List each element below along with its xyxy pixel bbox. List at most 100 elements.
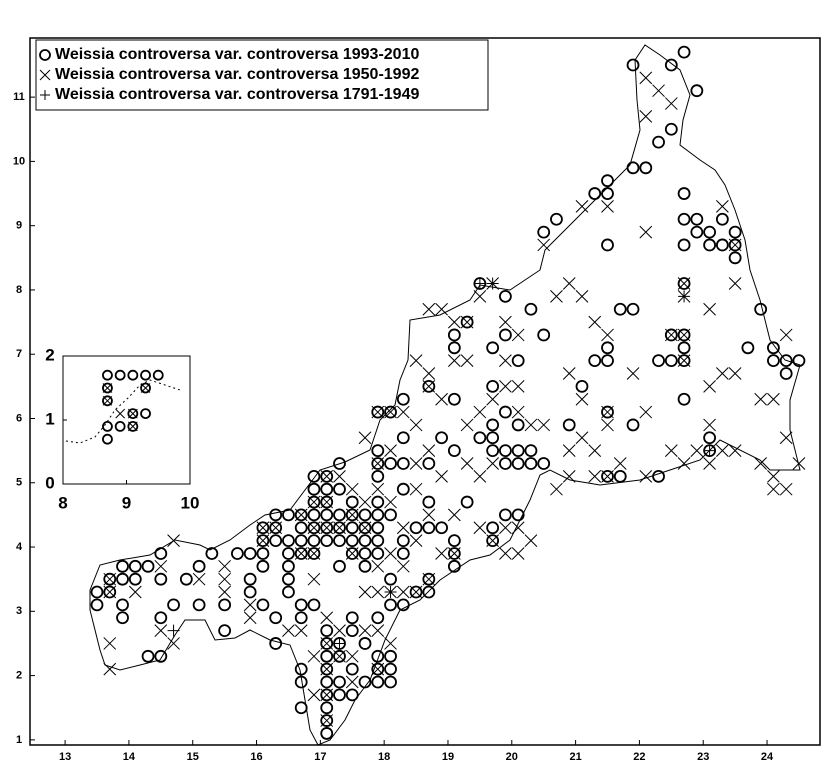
point (422, 444, 436, 457)
point (550, 212, 563, 226)
point (601, 469, 614, 483)
point (626, 418, 640, 432)
point (435, 392, 448, 406)
point (345, 624, 359, 637)
point (422, 302, 436, 316)
point (167, 624, 180, 637)
point (358, 585, 372, 599)
plot-frame (29, 37, 821, 746)
point (575, 392, 589, 406)
point (294, 662, 308, 676)
point (588, 354, 602, 368)
point (269, 521, 283, 535)
point (320, 521, 334, 535)
point (728, 444, 742, 457)
point (447, 559, 461, 573)
x-tick-label: 20 (506, 751, 518, 763)
point (613, 302, 627, 316)
point (664, 444, 678, 457)
point (422, 572, 436, 586)
point (128, 585, 142, 599)
point (282, 585, 295, 599)
point (371, 444, 385, 458)
point (728, 238, 742, 252)
point (422, 521, 436, 535)
point (294, 521, 308, 535)
point (486, 392, 499, 406)
point (396, 405, 410, 419)
point (613, 457, 627, 470)
point (524, 457, 538, 470)
point (371, 405, 385, 419)
point (639, 225, 653, 239)
point (396, 521, 410, 535)
point (754, 392, 768, 406)
point (601, 341, 614, 355)
point (499, 354, 512, 368)
legend-label: Weissia controversa var. controversa 199… (55, 46, 419, 63)
point (562, 277, 576, 290)
point (371, 469, 385, 483)
point (114, 420, 126, 432)
point (358, 431, 372, 445)
x-tick-label: 17 (314, 751, 326, 763)
x-tick-label: 14 (123, 751, 136, 763)
point (562, 469, 576, 483)
point (384, 405, 397, 419)
point (282, 534, 295, 548)
point (294, 598, 308, 612)
point (116, 598, 129, 612)
point (703, 418, 716, 432)
point (601, 200, 614, 213)
point (230, 547, 244, 560)
legend-label: Weissia controversa var. controversa 195… (55, 66, 419, 83)
point (102, 395, 113, 407)
y-tick-label: 7 (16, 348, 22, 360)
point (192, 572, 206, 586)
point (779, 367, 793, 380)
point (140, 369, 151, 381)
point (435, 431, 448, 445)
point (154, 611, 168, 625)
point (396, 559, 410, 573)
point (447, 392, 461, 406)
point (422, 572, 436, 586)
point (588, 187, 602, 200)
y-tick-label: 10 (13, 155, 25, 167)
point (409, 534, 423, 547)
x-tick-label: 9 (122, 493, 131, 512)
point (486, 341, 500, 355)
point (154, 572, 168, 586)
point (384, 495, 397, 509)
point (333, 534, 346, 548)
legend-symbol (40, 90, 50, 100)
point (358, 675, 372, 689)
point (345, 688, 359, 702)
point (333, 675, 346, 689)
point (639, 110, 653, 123)
point (154, 624, 168, 637)
point (473, 431, 487, 445)
x-tick-label: 21 (569, 751, 581, 763)
point (690, 225, 704, 239)
point (613, 469, 627, 483)
point (626, 302, 640, 316)
point (499, 521, 512, 535)
point (320, 688, 334, 702)
point (154, 649, 168, 663)
point (524, 418, 538, 432)
point (499, 380, 512, 393)
point (384, 586, 397, 599)
point (460, 495, 474, 509)
point (626, 367, 640, 380)
point (205, 547, 219, 560)
point (779, 328, 793, 342)
point (601, 174, 614, 188)
point (307, 495, 321, 509)
point (102, 382, 113, 394)
point (511, 457, 525, 470)
point (690, 84, 704, 98)
point (116, 559, 129, 573)
point (307, 521, 321, 535)
point (677, 277, 691, 290)
